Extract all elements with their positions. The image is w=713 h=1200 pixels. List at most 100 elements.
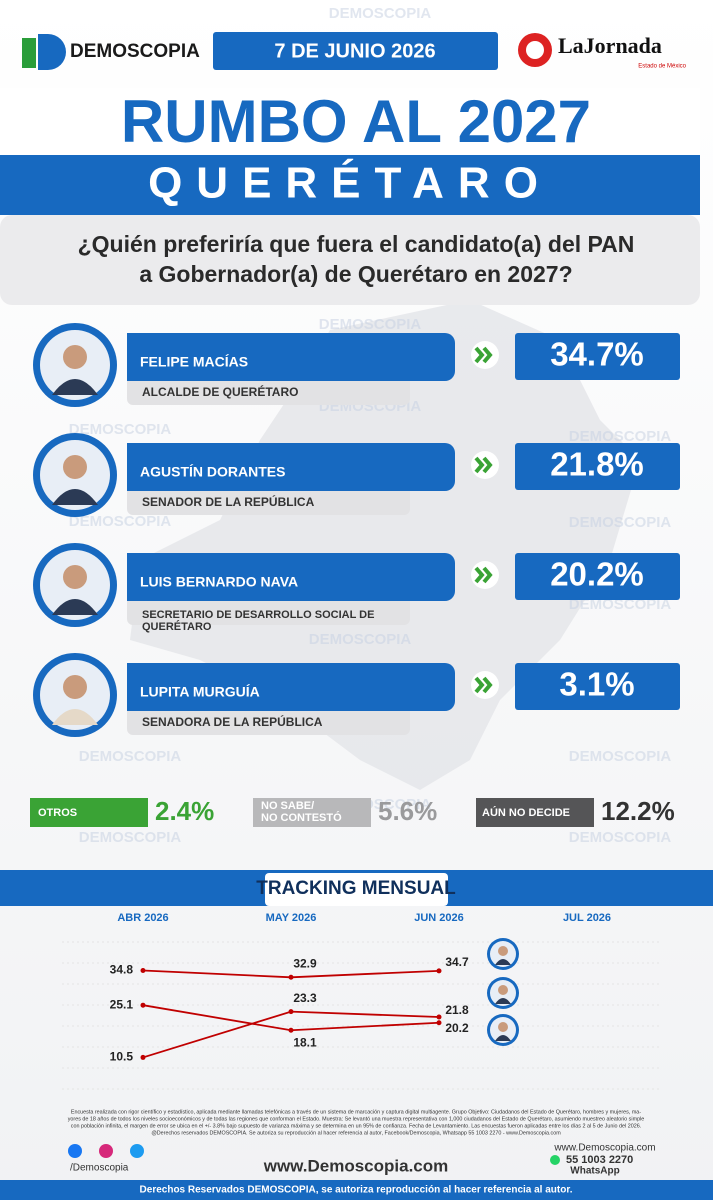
- rights-bar: [0, 1180, 713, 1200]
- photo-head: [63, 565, 87, 589]
- chevron-bg: [471, 561, 499, 589]
- rights: Derechos Reservados DEMOSCOPIA, se autor…: [140, 1185, 573, 1196]
- question: ¿Quién preferiría que fuera el candidato…: [78, 231, 635, 257]
- title-box: [0, 88, 700, 158]
- watermark: DEMOSCOPIA: [569, 514, 672, 531]
- candidate-share: 20.2%: [550, 556, 644, 593]
- x-tick-label: MAY 2026: [266, 912, 317, 924]
- point: [140, 967, 146, 973]
- candidate-role: SECRETARIO DE DESARROLLO SOCIAL DE: [142, 609, 374, 621]
- x-tick-label: JUN 2026: [414, 912, 464, 924]
- state: QUERÉTARO: [148, 158, 552, 208]
- chevron-bg: [471, 671, 499, 699]
- share-box: [515, 443, 680, 490]
- date: 7 DE JUNIO 2026: [274, 40, 435, 62]
- name-bar: [127, 443, 455, 491]
- tracking-tab: [265, 873, 448, 906]
- point: [436, 1020, 442, 1026]
- watermark: DEMOSCOPIA: [79, 748, 182, 765]
- watermarks: DEMOSCOPIA DEMOSCOPIA DEMOSCOPIA DEMOSCOPIA…: [69, 5, 672, 846]
- photo-body: [52, 599, 98, 615]
- photo-body: [52, 379, 98, 395]
- social: /Demoscopia: [70, 1163, 129, 1174]
- photo-head: [498, 1022, 508, 1032]
- name-bar: [127, 333, 455, 381]
- data-label: 32.9: [293, 956, 317, 970]
- watermark: DEMOSCOPIA: [69, 421, 172, 438]
- candidate-name: AGUSTÍN DORANTES: [140, 464, 285, 480]
- point: [436, 1014, 442, 1020]
- fine-print-line: con población infinita, el margen de err…: [71, 1123, 641, 1129]
- others-box: [476, 798, 594, 827]
- header: DEMOSCOPIA 7 DE JUNIO 2026 LaJornada Est…: [22, 32, 687, 70]
- candidate-role: ALCALDE DE QUERÉTARO: [142, 384, 298, 399]
- chevron: [474, 346, 493, 364]
- others-share: 12.2%: [601, 796, 675, 826]
- others-label: NO CONTESTÓ: [261, 811, 342, 824]
- x-tick-label: JUL 2026: [563, 912, 611, 924]
- chevron-bg: [471, 451, 499, 479]
- candidates: FELIPE MACÍAS ALCALDE DE QUERÉTARO 34.7% AG…: [33, 323, 680, 737]
- watermark: DEMOSCOPIA: [569, 829, 672, 846]
- data-label: 20.2: [445, 1021, 469, 1035]
- candidate-share: 3.1%: [559, 666, 634, 703]
- fine-print-line: yores de 18 años de todos los niveles so…: [68, 1116, 645, 1122]
- logo-mark: [38, 34, 66, 70]
- point: [288, 1027, 294, 1033]
- name-bar: [127, 663, 455, 711]
- photo-head: [63, 455, 87, 479]
- candidate-role: SENADOR DE LA REPÚBLICA: [142, 494, 315, 509]
- others-box: [253, 798, 371, 827]
- watermark: DEMOSCOPIA: [79, 829, 182, 846]
- share-box: [515, 333, 680, 380]
- state-band: [0, 155, 700, 215]
- others-label: OTROS: [38, 807, 77, 819]
- others-share: 2.4%: [155, 796, 214, 826]
- twitter-icon: [130, 1144, 144, 1158]
- chart-title: TRACKING MENSUAL: [256, 878, 456, 899]
- point: [140, 1054, 146, 1060]
- data-label: 18.1: [293, 1035, 317, 1049]
- question-box: [0, 215, 700, 305]
- data-label: 21.8: [445, 1003, 469, 1017]
- website: www.Demoscopia.com: [263, 1156, 449, 1175]
- data-label: 25.1: [110, 997, 134, 1011]
- partner: LaJornada: [558, 33, 662, 58]
- point: [436, 968, 442, 974]
- candidate-share: 34.7%: [550, 336, 644, 373]
- candidate-name: LUIS BERNARDO NAVA: [140, 574, 298, 590]
- chevron: [474, 676, 493, 694]
- data-label: 34.7: [445, 955, 469, 969]
- share-box: [515, 663, 680, 710]
- watermark: DEMOSCOPIA: [329, 5, 432, 22]
- whatsapp-icon: [550, 1155, 560, 1165]
- chart: ABR 2026 MAY 2026 JUN 2026 JUL 2026 34.8 32.9…: [62, 912, 660, 1090]
- chevron-bg: [471, 341, 499, 369]
- watermark: DEMOSCOPIA: [319, 316, 422, 333]
- photo-body: [52, 489, 98, 505]
- instagram-icon: [99, 1144, 113, 1158]
- watermark: DEMOSCOPIA: [69, 513, 172, 530]
- photo-head: [63, 675, 87, 699]
- others-label: AÚN NO DECIDE: [482, 806, 570, 819]
- chevron: [474, 456, 493, 474]
- name-bar: [127, 553, 455, 601]
- photo-body: [52, 709, 98, 725]
- brand: DEMOSCOPIA: [70, 41, 200, 62]
- candidate-share: 21.8%: [550, 446, 644, 483]
- watermark: DEMOSCOPIA: [569, 428, 672, 445]
- title: RUMBO AL 2027: [121, 88, 591, 155]
- chevron: [474, 566, 493, 584]
- website-small: www.Demoscopia.com: [553, 1143, 655, 1154]
- phone: 55 1003 2270: [566, 1154, 633, 1166]
- others: OTROS 2.4% NO SABE/NO CONTESTÓ 5.6% AÚN NO D…: [30, 796, 675, 827]
- watermark: DEMOSCOPIA: [309, 631, 412, 648]
- partner-sub: Estado de México: [638, 64, 686, 70]
- watermark: DEMOSCOPIA: [569, 596, 672, 613]
- logo-mark: [22, 38, 36, 68]
- facebook-icon: [68, 1144, 82, 1158]
- whatsapp: WhatsApp: [570, 1166, 619, 1177]
- data-label: 10.5: [110, 1050, 134, 1064]
- question: a Gobernador(a) de Querétaro en 2027?: [139, 261, 572, 287]
